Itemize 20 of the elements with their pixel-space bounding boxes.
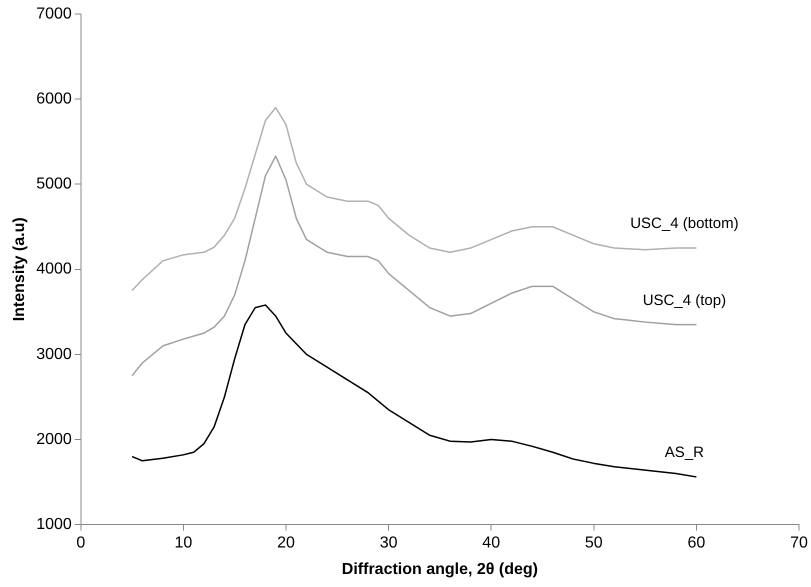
x-tick-label: 50 xyxy=(584,534,603,552)
x-axis-title: Diffraction angle, 2θ (deg) xyxy=(342,560,538,578)
x-tick-label: 0 xyxy=(76,534,86,552)
y-tick-label: 7000 xyxy=(36,5,72,22)
x-tick-label: 60 xyxy=(688,534,706,552)
x-tick-label: 30 xyxy=(380,534,398,552)
x-tick-label: 10 xyxy=(174,534,192,552)
series-label: USC_4 (bottom) xyxy=(630,215,739,232)
x-tick-label: 40 xyxy=(482,534,500,552)
y-tick-label: 3000 xyxy=(36,346,72,363)
y-tick-label: 4000 xyxy=(36,260,72,278)
series-label: USC_4 (top) xyxy=(642,292,726,309)
y-tick-label: 5000 xyxy=(36,176,72,193)
y-tick-label: 6000 xyxy=(36,90,72,108)
x-tick-label: 70 xyxy=(790,534,808,552)
y-tick-label: 1000 xyxy=(36,516,72,534)
y-tick-label: 2000 xyxy=(36,430,72,448)
series-label: AS_R xyxy=(664,444,704,462)
y-axis-title: Intensity (a.u) xyxy=(11,217,28,322)
x-tick-label: 20 xyxy=(277,534,295,552)
